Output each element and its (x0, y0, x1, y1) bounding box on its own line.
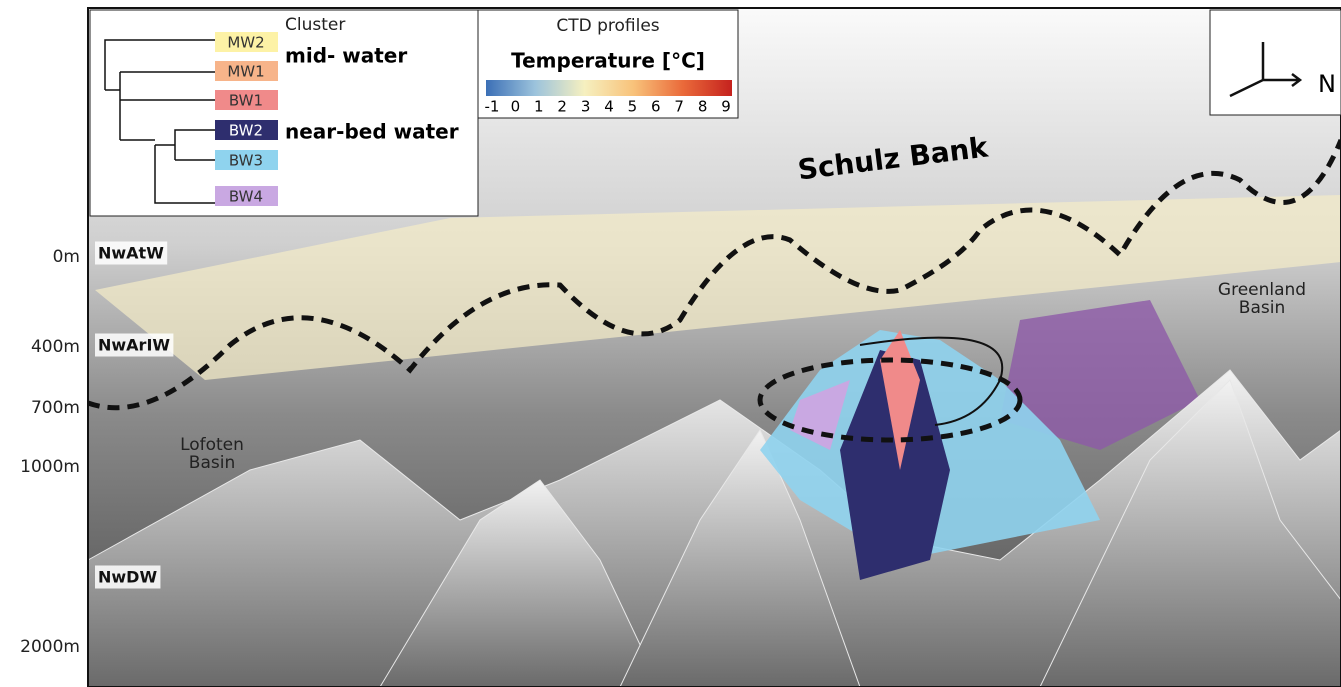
circulation-arrow (859, 336, 1004, 426)
pycnocline-wave (87, 139, 1341, 411)
compass: N (1209, 9, 1341, 116)
compass-label: N (1318, 70, 1336, 98)
colorbar-tick: 7 (674, 98, 684, 116)
colorbar: CTD profiles Temperature [°C] -1 0 1 2 3 4 5 6 7… (477, 9, 739, 119)
depth-label: 0m (53, 247, 80, 267)
water-plane (95, 195, 1341, 380)
basin-label: Basin (189, 453, 235, 473)
cluster-swatch (215, 186, 278, 206)
depth-label: 1000m (20, 457, 80, 477)
colorbar-tick: 5 (628, 98, 638, 116)
cluster-label: BW4 (229, 188, 263, 206)
cluster-label: MW2 (227, 34, 264, 52)
colorbar-tick: 4 (604, 98, 614, 116)
scene (87, 8, 1341, 687)
cluster-swatch (215, 150, 278, 170)
colorbar-ramp (486, 80, 732, 96)
legend: MW2 MW1 BW1 BW2 BW3 BW4 Cluster mid- water ne… (89, 9, 479, 217)
group-label: mid- water (285, 44, 407, 68)
cluster-swatch (215, 90, 278, 110)
dendrogram (104, 39, 215, 204)
cluster-label: MW1 (227, 63, 264, 81)
depth-label: 2000m (20, 637, 80, 657)
depth-label: 400m (31, 337, 80, 357)
colorbar-tick: 8 (698, 98, 708, 116)
basin-label: Lofoten (180, 435, 244, 455)
colorbar-tick: 9 (721, 98, 731, 116)
depth-label: 700m (31, 398, 80, 418)
colorbar-tick: 6 (651, 98, 661, 116)
cluster-swatch (215, 120, 278, 140)
label-background (95, 241, 168, 265)
basin-label: Basin (1239, 298, 1285, 318)
colorbar-tick: 3 (581, 98, 591, 116)
taylor-column-circulation (757, 357, 1023, 443)
colorbar-tick: -1 (485, 98, 500, 116)
cluster-label: BW1 (229, 92, 263, 110)
cluster-swatch (215, 61, 278, 81)
compass-axes (1229, 42, 1303, 98)
label-background (95, 565, 161, 589)
cluster-label: BW3 (229, 152, 263, 170)
legend-title: Cluster (285, 15, 345, 35)
basin-label: Greenland (1218, 280, 1306, 300)
group-label: near-bed water (285, 120, 459, 144)
panel-border (87, 7, 1341, 687)
ctd-profiles (414, 182, 1189, 650)
compass-box (1209, 9, 1341, 116)
colorbar-title: CTD profiles (556, 16, 659, 36)
water-mass-label: NwAtW (98, 244, 164, 263)
colorbar-label: Temperature [°C] (511, 49, 705, 73)
cluster-swatch (215, 32, 278, 52)
water-mass-label: NwDW (98, 568, 157, 587)
colorbar-tick: 2 (557, 98, 567, 116)
legend-box (89, 9, 479, 217)
colorbar-tick: 1 (534, 98, 544, 116)
colorbar-tick: 0 (511, 98, 521, 116)
cluster-label: BW2 (229, 122, 263, 140)
water-mass-label: NwArIW (98, 336, 170, 355)
seamounts (87, 369, 1341, 687)
label-background (95, 333, 174, 357)
colorbar-box (477, 9, 739, 119)
